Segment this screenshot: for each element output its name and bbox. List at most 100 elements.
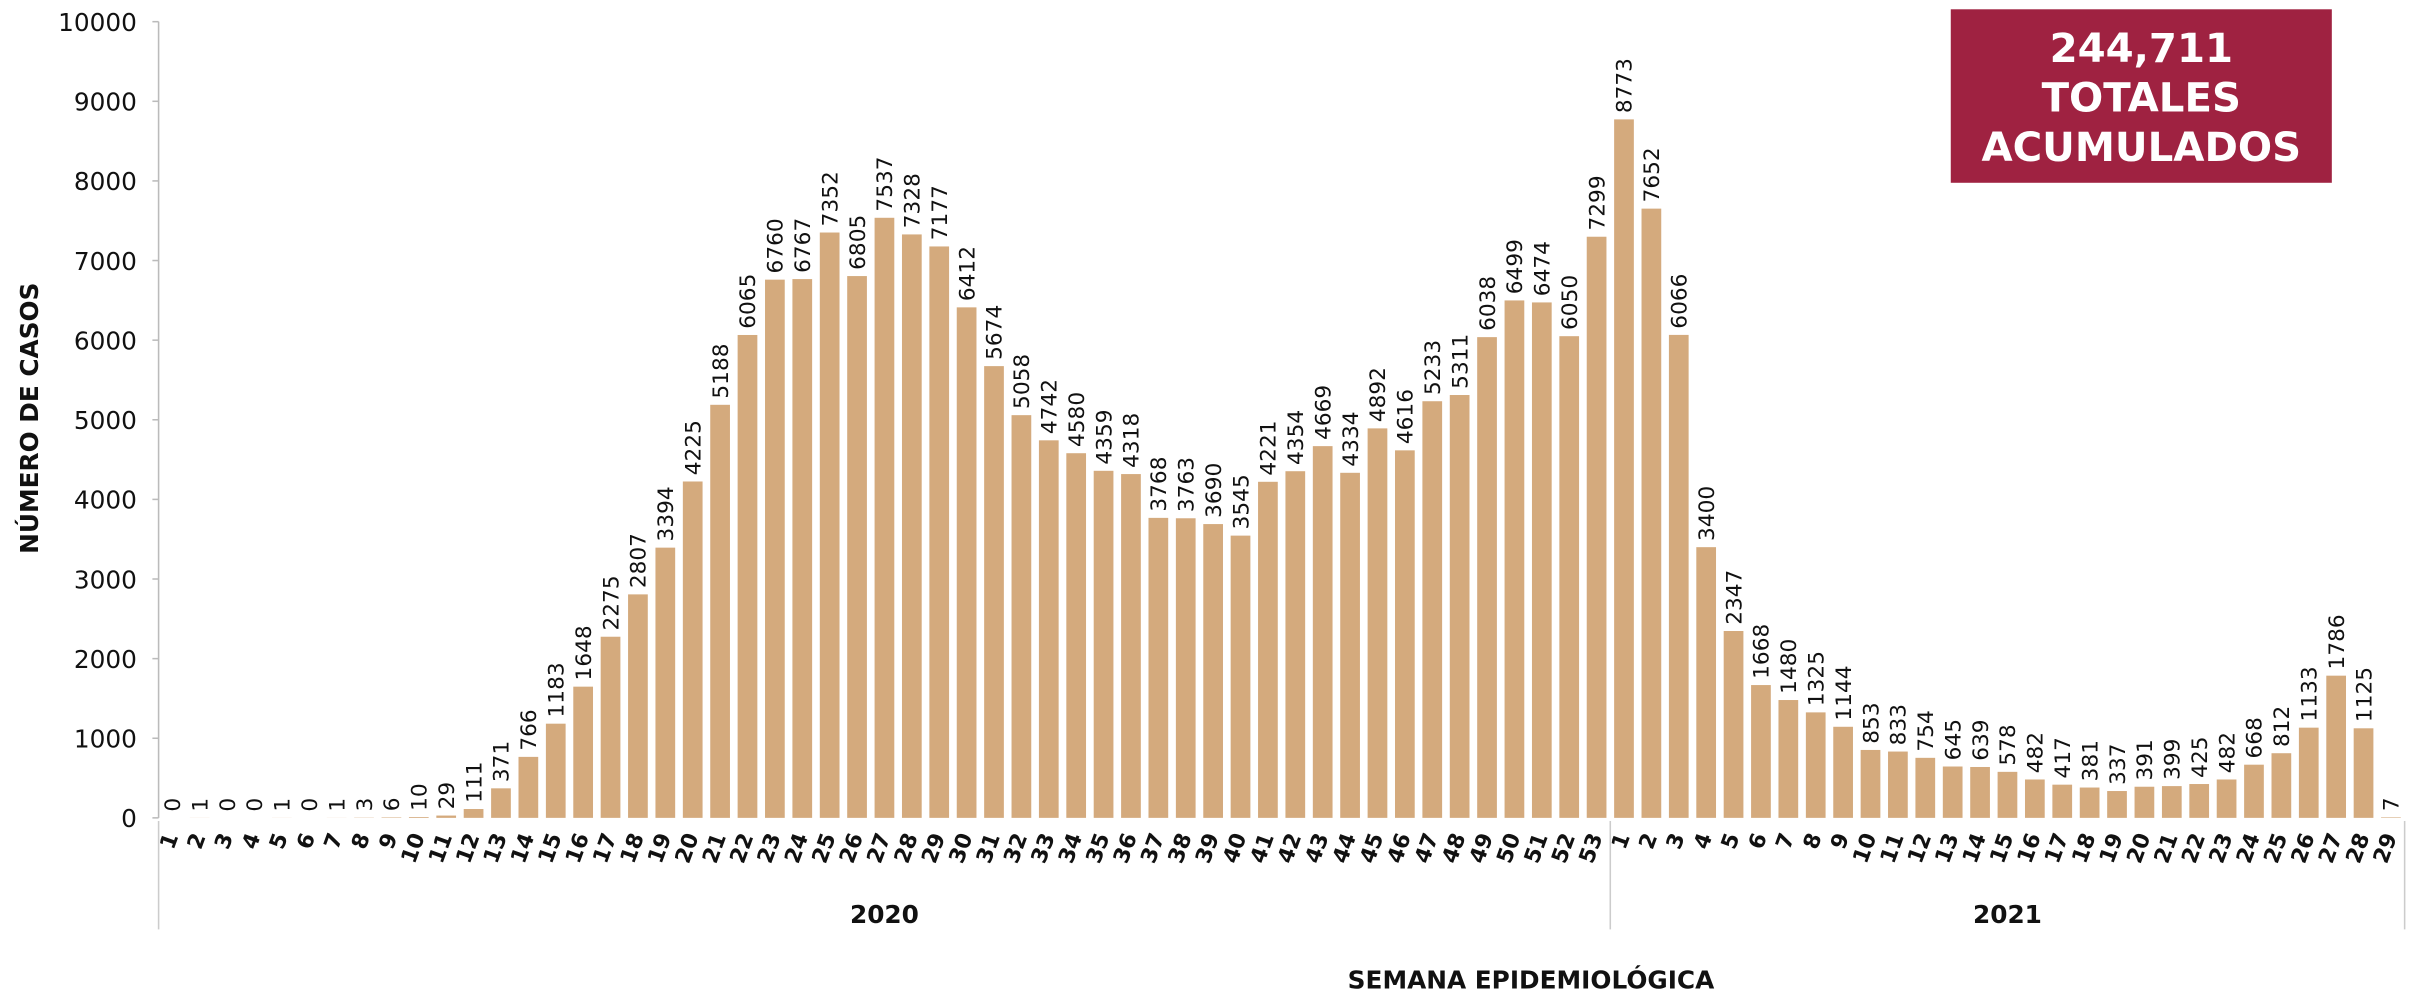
value-label: 6038 xyxy=(1476,276,1501,331)
value-label: 482 xyxy=(2024,732,2049,773)
bar xyxy=(1340,472,1360,818)
bar xyxy=(1285,471,1306,818)
x-tick-label: 18 xyxy=(2068,830,2102,867)
bar xyxy=(1805,712,1826,818)
value-label: 3545 xyxy=(1229,474,1254,529)
bar xyxy=(1531,302,1552,818)
bar xyxy=(545,723,566,818)
value-label: 5058 xyxy=(1010,354,1035,409)
value-label: 4580 xyxy=(1065,392,1090,447)
x-tick-label: 12 xyxy=(452,830,486,867)
bar xyxy=(628,594,648,818)
bar xyxy=(1942,766,1963,818)
bar xyxy=(1586,236,1607,818)
bar xyxy=(1449,395,1470,818)
value-label: 1144 xyxy=(1832,665,1857,720)
total-box-text: TOTALES xyxy=(2042,76,2241,122)
value-label: 4221 xyxy=(1257,420,1282,475)
bar xyxy=(956,307,977,818)
bar xyxy=(1559,336,1580,818)
y-axis-label: NÚMERO DE CASOS xyxy=(14,283,44,554)
x-tick-label: 20 xyxy=(671,830,705,867)
y-tick-label: 1000 xyxy=(74,725,137,754)
bar xyxy=(901,234,922,818)
value-label: 5311 xyxy=(1448,334,1473,389)
bar xyxy=(408,817,429,818)
value-label: 337 xyxy=(2106,743,2131,784)
bar xyxy=(1203,524,1223,818)
x-tick-label: 27 xyxy=(862,830,896,867)
x-tick-label: 19 xyxy=(2095,830,2129,867)
bar xyxy=(655,547,676,818)
value-label: 4225 xyxy=(681,420,706,475)
group-label: 2021 xyxy=(1973,900,2042,929)
x-tick-label: 53 xyxy=(1575,830,1609,867)
value-label: 10 xyxy=(408,783,433,811)
x-tick-label: 17 xyxy=(589,830,623,867)
x-tick-label: 8 xyxy=(347,830,376,853)
value-label: 6050 xyxy=(1558,275,1583,330)
value-label: 1 xyxy=(188,798,213,812)
value-label: 1786 xyxy=(2325,614,2350,669)
bar xyxy=(1477,337,1497,818)
bar xyxy=(1011,415,1032,818)
value-label: 4354 xyxy=(1284,410,1309,465)
bar xyxy=(1915,757,1936,818)
value-label: 833 xyxy=(1887,704,1912,745)
value-label: 1648 xyxy=(572,625,597,680)
value-label: 4318 xyxy=(1120,413,1145,468)
value-label: 1125 xyxy=(2352,667,2377,722)
x-tick-label: 10 xyxy=(397,830,431,867)
value-label: 639 xyxy=(1969,719,1994,760)
value-label: 399 xyxy=(2161,739,2186,780)
bar xyxy=(984,366,1004,818)
value-label: 6412 xyxy=(955,246,980,301)
value-label: 7 xyxy=(2380,797,2405,811)
x-tick-label: 34 xyxy=(1054,830,1088,867)
x-tick-label: 12 xyxy=(1903,830,1937,867)
total-box xyxy=(1950,9,2332,183)
value-label: 3 xyxy=(353,798,378,812)
bar xyxy=(929,246,950,818)
bar xyxy=(1970,766,1990,818)
x-tick-label: 14 xyxy=(1958,830,1992,867)
y-tick-label: 5000 xyxy=(74,406,137,435)
x-tick-label: 42 xyxy=(1273,830,1307,867)
bar xyxy=(710,404,730,818)
bar xyxy=(2189,784,2210,818)
value-label: 1480 xyxy=(1777,639,1802,694)
x-tick-label: 2 xyxy=(1635,830,1664,853)
x-tick-label: 24 xyxy=(2232,830,2266,867)
total-box-text: 244,711 xyxy=(2050,26,2233,72)
value-label: 6065 xyxy=(736,274,761,329)
bar xyxy=(765,279,785,818)
bar xyxy=(1121,474,1141,818)
value-label: 1 xyxy=(325,798,350,812)
y-tick-label: 4000 xyxy=(74,486,137,515)
x-tick-label: 9 xyxy=(375,830,404,853)
y-tick-label: 2000 xyxy=(74,645,137,674)
x-tick-label: 22 xyxy=(726,830,760,867)
bar xyxy=(737,334,758,818)
x-tick-label: 1 xyxy=(155,830,184,853)
x-tick-label: 43 xyxy=(1301,830,1335,867)
value-label: 1325 xyxy=(1804,651,1829,706)
value-label: 6499 xyxy=(1503,239,1528,294)
value-label: 3394 xyxy=(654,486,679,541)
value-label: 578 xyxy=(1996,724,2021,765)
y-tick-label: 6000 xyxy=(74,326,137,355)
x-tick-label: 5 xyxy=(265,830,294,853)
value-label: 5674 xyxy=(983,305,1008,360)
value-label: 0 xyxy=(298,798,323,812)
x-tick-label: 19 xyxy=(643,830,677,867)
bar xyxy=(1778,700,1799,818)
x-tick-label: 15 xyxy=(534,830,568,867)
value-label: 29 xyxy=(435,782,460,810)
y-tick-label: 7000 xyxy=(74,247,137,276)
value-label: 7537 xyxy=(873,156,898,211)
bar xyxy=(2052,784,2073,818)
value-label: 4742 xyxy=(1038,379,1063,434)
value-label: 4616 xyxy=(1394,389,1419,444)
bar xyxy=(1175,518,1196,818)
